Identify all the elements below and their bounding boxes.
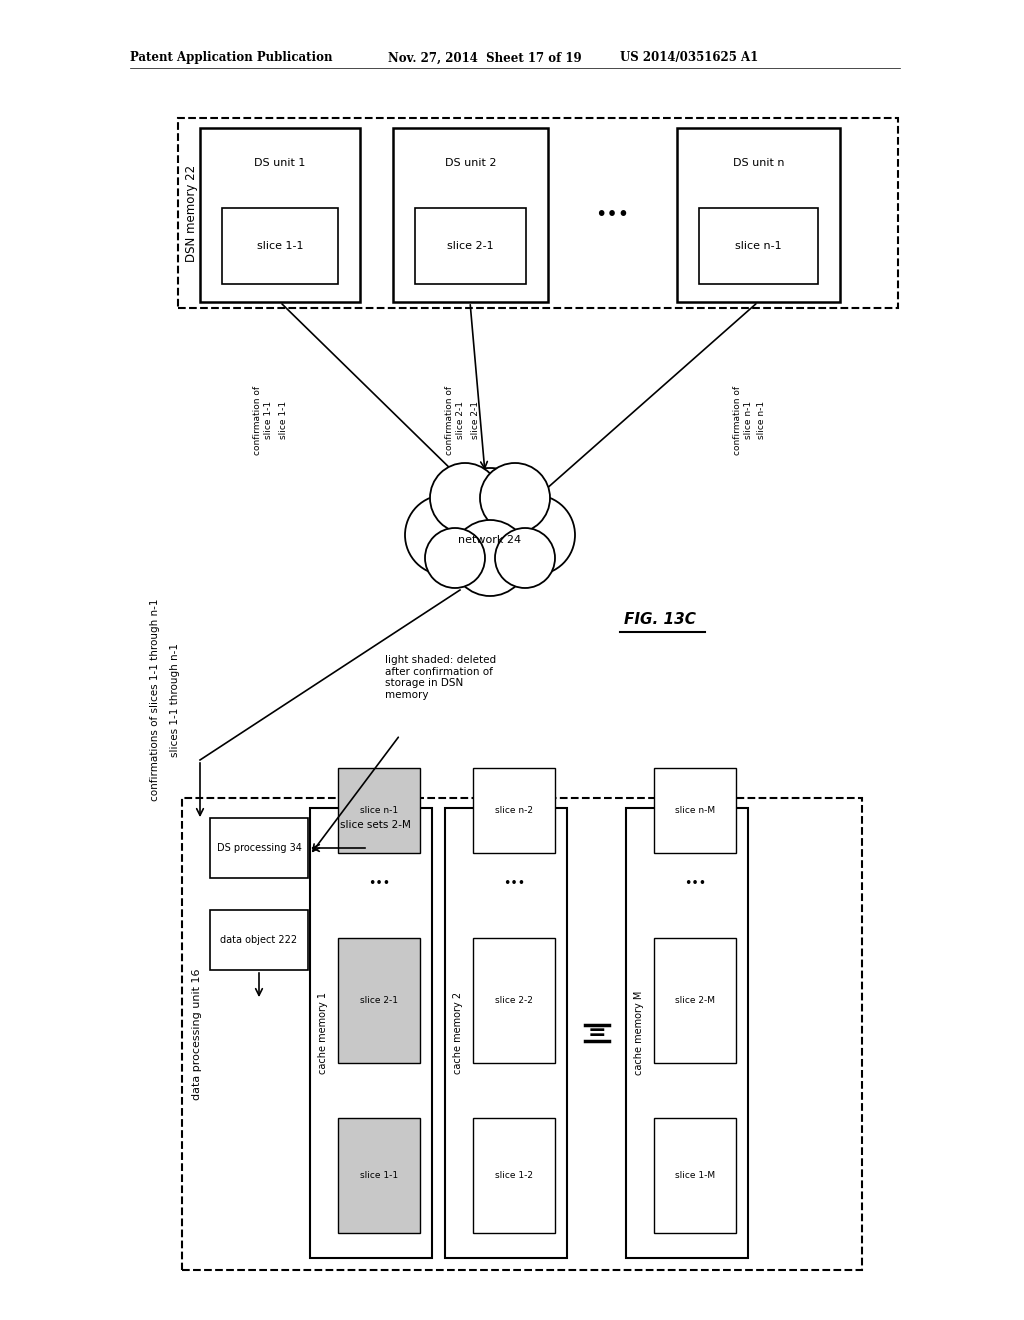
Text: •••: ••• bbox=[503, 876, 525, 890]
Text: •••: ••• bbox=[595, 206, 630, 224]
Text: slice 1-1: slice 1-1 bbox=[257, 242, 303, 251]
Circle shape bbox=[430, 463, 500, 533]
FancyBboxPatch shape bbox=[338, 939, 420, 1063]
Text: slice n-1: slice n-1 bbox=[735, 242, 781, 251]
FancyBboxPatch shape bbox=[626, 808, 748, 1258]
Text: DS unit 1: DS unit 1 bbox=[254, 158, 306, 168]
FancyBboxPatch shape bbox=[473, 939, 555, 1063]
Text: DS unit n: DS unit n bbox=[733, 158, 784, 168]
Text: =: = bbox=[587, 1023, 606, 1043]
Circle shape bbox=[406, 495, 485, 576]
Text: slice 1-1: slice 1-1 bbox=[360, 1171, 398, 1180]
Circle shape bbox=[480, 463, 550, 533]
Text: slice sets 2-M: slice sets 2-M bbox=[340, 820, 411, 830]
FancyBboxPatch shape bbox=[182, 799, 862, 1270]
Text: •••: ••• bbox=[684, 876, 707, 890]
FancyBboxPatch shape bbox=[473, 1118, 555, 1233]
Circle shape bbox=[425, 528, 485, 587]
FancyBboxPatch shape bbox=[654, 939, 736, 1063]
Text: •••: ••• bbox=[368, 876, 390, 890]
FancyBboxPatch shape bbox=[654, 1118, 736, 1233]
Text: DSN memory 22: DSN memory 22 bbox=[185, 165, 199, 261]
Circle shape bbox=[452, 520, 528, 597]
FancyBboxPatch shape bbox=[473, 768, 555, 853]
Text: slice 2-1: slice 2-1 bbox=[447, 242, 494, 251]
Text: slice n-M: slice n-M bbox=[675, 807, 715, 814]
Text: slice 2-1: slice 2-1 bbox=[470, 401, 479, 440]
FancyBboxPatch shape bbox=[699, 209, 818, 284]
Text: FIG. 13C: FIG. 13C bbox=[624, 612, 696, 627]
Text: DS processing 34: DS processing 34 bbox=[216, 843, 301, 853]
Text: cache memory 1: cache memory 1 bbox=[318, 993, 328, 1074]
Text: slices 1-1 through n-1: slices 1-1 through n-1 bbox=[170, 643, 180, 756]
Text: cache memory M: cache memory M bbox=[634, 991, 644, 1076]
Text: slice 2-M: slice 2-M bbox=[675, 997, 715, 1005]
FancyBboxPatch shape bbox=[210, 818, 308, 878]
Text: cache memory 2: cache memory 2 bbox=[453, 991, 463, 1074]
FancyBboxPatch shape bbox=[393, 128, 548, 302]
Text: slice 2-2: slice 2-2 bbox=[495, 997, 532, 1005]
Text: slice n-1: slice n-1 bbox=[758, 401, 767, 440]
Text: slice n-2: slice n-2 bbox=[495, 807, 534, 814]
FancyBboxPatch shape bbox=[415, 209, 526, 284]
Text: confirmation of
slice 2-1: confirmation of slice 2-1 bbox=[445, 385, 465, 454]
Text: network 24: network 24 bbox=[459, 535, 521, 545]
FancyBboxPatch shape bbox=[310, 808, 432, 1258]
Text: data processing unit 16: data processing unit 16 bbox=[193, 969, 202, 1100]
FancyBboxPatch shape bbox=[445, 808, 567, 1258]
Text: slice 1-2: slice 1-2 bbox=[495, 1171, 534, 1180]
Circle shape bbox=[438, 469, 542, 572]
FancyBboxPatch shape bbox=[677, 128, 840, 302]
Text: slice 1-1: slice 1-1 bbox=[279, 401, 288, 440]
Text: light shaded: deleted
after confirmation of
storage in DSN
memory: light shaded: deleted after confirmation… bbox=[385, 655, 496, 700]
FancyBboxPatch shape bbox=[178, 117, 898, 308]
Circle shape bbox=[495, 528, 555, 587]
FancyBboxPatch shape bbox=[210, 909, 308, 970]
FancyBboxPatch shape bbox=[200, 128, 360, 302]
Text: Nov. 27, 2014  Sheet 17 of 19: Nov. 27, 2014 Sheet 17 of 19 bbox=[388, 51, 582, 65]
Text: Patent Application Publication: Patent Application Publication bbox=[130, 51, 333, 65]
Text: slice n-1: slice n-1 bbox=[360, 807, 398, 814]
Text: slice 1-M: slice 1-M bbox=[675, 1171, 715, 1180]
FancyBboxPatch shape bbox=[338, 1118, 420, 1233]
Text: slice 2-1: slice 2-1 bbox=[360, 997, 398, 1005]
Text: confirmations of slices 1-1 through n-1: confirmations of slices 1-1 through n-1 bbox=[150, 599, 160, 801]
Text: confirmation of
slice n-1: confirmation of slice n-1 bbox=[733, 385, 753, 454]
Circle shape bbox=[495, 495, 575, 576]
FancyBboxPatch shape bbox=[222, 209, 338, 284]
Text: confirmation of
slice 1-1: confirmation of slice 1-1 bbox=[253, 385, 272, 454]
FancyBboxPatch shape bbox=[654, 768, 736, 853]
FancyBboxPatch shape bbox=[338, 768, 420, 853]
Text: DS unit 2: DS unit 2 bbox=[444, 158, 497, 168]
Text: US 2014/0351625 A1: US 2014/0351625 A1 bbox=[620, 51, 758, 65]
Text: data object 222: data object 222 bbox=[220, 935, 298, 945]
